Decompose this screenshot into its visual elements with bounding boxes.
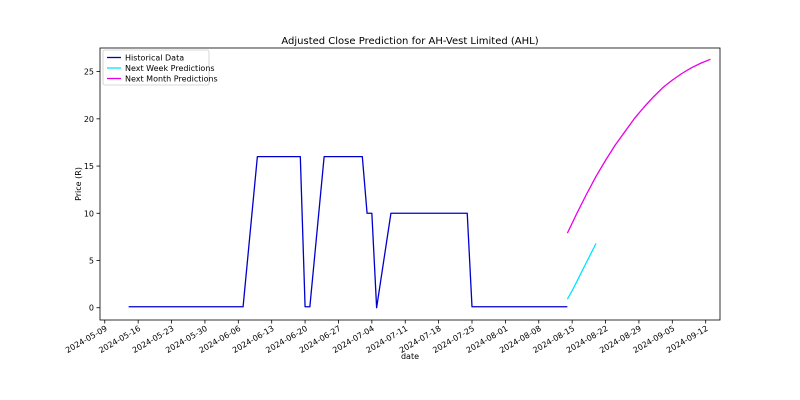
x-axis: 2024-05-092024-05-162024-05-232024-05-30… bbox=[64, 320, 710, 355]
series-line-0 bbox=[128, 155, 568, 309]
plot-area bbox=[99, 47, 721, 321]
y-axis: 0 5 10 15 20 25 bbox=[84, 68, 100, 313]
series-line-1 bbox=[566, 243, 597, 300]
y-tick-label-0: 0 bbox=[89, 304, 94, 313]
series-line-2 bbox=[566, 58, 711, 234]
y-tick-label-2: 10 bbox=[84, 209, 94, 218]
legend-label-1: Next Week Predictions bbox=[125, 64, 215, 73]
y-tick-label-5: 25 bbox=[84, 68, 94, 77]
series-layer bbox=[128, 58, 711, 309]
y-tick-label-3: 15 bbox=[84, 162, 94, 171]
y-tick-label-1: 5 bbox=[89, 257, 94, 266]
y-tick-label-4: 20 bbox=[84, 115, 94, 124]
y-axis-label: Price (R) bbox=[74, 167, 83, 201]
x-axis-label: date bbox=[401, 352, 419, 361]
legend-label-0: Historical Data bbox=[125, 54, 184, 63]
chart-title: Adjusted Close Prediction for AH-Vest Li… bbox=[281, 36, 538, 47]
legend-label-2: Next Month Predictions bbox=[125, 75, 218, 84]
legend-box bbox=[102, 49, 210, 86]
